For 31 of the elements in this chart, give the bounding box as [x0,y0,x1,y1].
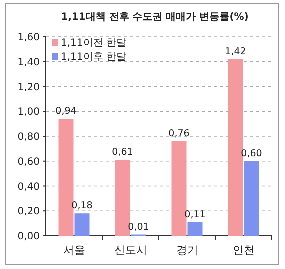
x-tick-label: 신도시 [114,244,148,257]
data-label: 0,01 [128,222,150,233]
chart-title: 1,11대책 전후 수도권 매매가 변동률(%) [61,12,249,23]
bar [58,119,74,236]
data-label: 0,11 [184,209,206,220]
y-tick-label: 0,00 [18,232,40,242]
bar [74,214,90,236]
bar [115,160,130,236]
legend-label: 1,11이전 한달 [61,38,126,49]
y-tick-label: 0,40 [18,182,40,193]
y-tick-label: 1,60 [18,32,40,44]
bar [188,222,203,236]
data-label: 0,61 [112,147,134,158]
y-tick-label: 0,60 [18,156,40,168]
data-label: 0,60 [241,148,262,160]
x-tick-label: 경기 [176,244,198,257]
y-tick-label: 1,20 [18,82,40,94]
y-tick-label: 0,80 [18,132,40,143]
data-label: 0,18 [72,200,93,212]
data-label: 0,94 [56,106,77,118]
y-tick-label: 1,40 [18,57,40,68]
bar [172,141,187,236]
legend-label: 1,11이후 한달 [61,52,126,63]
bar [244,161,260,236]
data-label: 1,42 [225,46,246,58]
data-label: 0,76 [168,128,190,140]
y-tick-label: 0,20 [18,206,40,218]
y-tick-label: 1,00 [18,107,40,118]
bar [228,59,244,236]
x-tick-label: 서울 [63,244,86,257]
x-tick-label: 인천 [232,244,255,257]
